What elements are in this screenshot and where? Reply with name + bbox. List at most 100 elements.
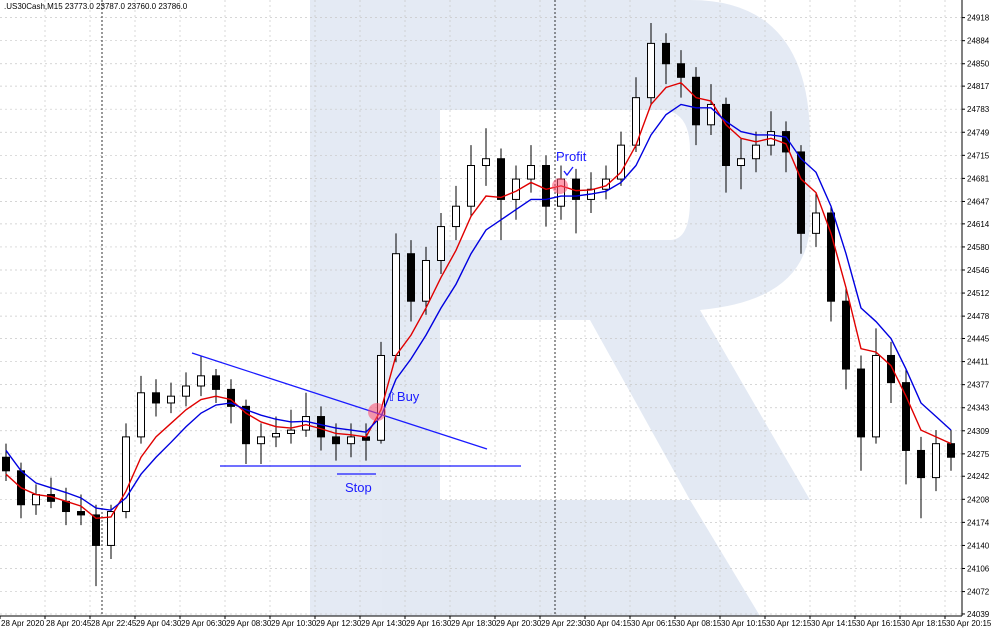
y-tick-label: 24478	[967, 312, 990, 321]
candle-body	[257, 436, 265, 445]
candle-body	[77, 511, 85, 516]
buy-point	[368, 403, 386, 421]
y-tick-label: 24072	[967, 588, 990, 597]
moving-average	[5, 103, 952, 511]
y-tick-label: 24411	[967, 358, 989, 367]
candle-body	[62, 500, 70, 513]
trend-line	[191, 352, 488, 450]
candle-body	[497, 158, 505, 200]
candle-body	[122, 436, 130, 513]
y-tick-label: 24275	[967, 450, 990, 459]
x-tick-label: 30 Apr 12:15	[766, 619, 812, 628]
check-icon	[563, 166, 574, 177]
y-tick-label: 24681	[967, 174, 990, 183]
chart-title: .US30Cash,M15 23773.0 23787.0 23760.0 23…	[4, 2, 188, 11]
candle-body	[242, 405, 250, 445]
candle-body	[857, 368, 865, 438]
candle-body	[317, 416, 325, 438]
y-tick-label: 24039	[967, 610, 990, 619]
candle-body	[662, 42, 670, 65]
candle-body	[377, 354, 385, 441]
watermark-base	[440, 500, 760, 616]
candle-body	[542, 165, 550, 207]
watermark-r	[180, 0, 810, 616]
candle-body	[827, 212, 835, 302]
x-tick-label: 30 Apr 04:15	[586, 619, 632, 628]
x-tick-label: 30 Apr 06:15	[631, 619, 677, 628]
buy-label: ⇧Buy	[386, 389, 420, 404]
candle-body	[602, 178, 610, 190]
y-tick-label: 24580	[967, 243, 990, 252]
candle-body	[437, 226, 445, 261]
candle-body	[482, 158, 490, 167]
candle-body	[347, 436, 355, 445]
candle-body	[812, 212, 820, 234]
profit-point	[552, 178, 568, 194]
y-tick-label: 24208	[967, 495, 990, 504]
x-tick-label: 29 Apr 20:30	[496, 619, 542, 628]
candle-body	[902, 382, 910, 451]
candle-body	[452, 205, 460, 228]
candle-body	[872, 354, 880, 438]
candle-body	[107, 511, 115, 546]
x-tick-label: 30 Apr 16:15	[856, 619, 902, 628]
y-tick-label: 24749	[967, 128, 990, 137]
candle-body	[917, 449, 925, 479]
y-tick-label: 24174	[967, 518, 990, 527]
y-tick-label: 24918	[967, 14, 990, 23]
x-tick-label: 30 Apr 14:15	[811, 619, 857, 628]
candle-body	[272, 432, 280, 438]
y-tick-label: 24715	[967, 151, 990, 160]
x-tick-label: 29 Apr 04:30	[136, 619, 182, 628]
y-tick-label: 24783	[967, 105, 990, 114]
candle-body	[92, 514, 100, 546]
x-tick-label: 29 Apr 16:30	[406, 619, 452, 628]
x-tick-label: 28 Apr 2020	[1, 619, 45, 628]
watermark	[180, 0, 810, 616]
candle-body	[677, 63, 685, 78]
candle-body	[152, 392, 160, 404]
candle-body	[887, 354, 895, 384]
y-tick-label: 24817	[967, 82, 990, 91]
x-tick-label: 29 Apr 08:30	[226, 619, 272, 628]
candles	[2, 23, 955, 587]
y-tick-label: 24850	[967, 60, 990, 69]
y-tick-label: 24343	[967, 404, 990, 413]
candle-body	[332, 436, 340, 445]
candle-body	[212, 375, 220, 390]
candle-body	[182, 385, 190, 397]
x-tick-label: 29 Apr 10:30	[271, 619, 317, 628]
y-tick-label: 24140	[967, 541, 990, 550]
moving-average	[5, 81, 952, 520]
candle-body	[2, 456, 10, 472]
candle-body	[392, 253, 400, 356]
candle-body	[752, 144, 760, 160]
annotations: ⇧Buy Profit Stop	[191, 149, 587, 495]
candle-body	[287, 429, 295, 434]
candle-body	[197, 375, 205, 387]
candle-body	[32, 494, 40, 506]
candle-body	[842, 300, 850, 370]
candle-body	[167, 395, 175, 404]
y-tick-label: 24512	[967, 289, 990, 298]
y-tick-label: 24647	[967, 197, 990, 206]
candle-body	[407, 253, 415, 302]
x-tick-label: 28 Apr 22:45	[91, 619, 137, 628]
y-tick-label: 24445	[967, 335, 990, 344]
x-tick-label: 30 Apr 08:15	[676, 619, 722, 628]
x-tick-label: 28 Apr 20:45	[46, 619, 92, 628]
candle-body	[722, 103, 730, 167]
candle-body	[527, 165, 535, 180]
stop-label: Stop	[345, 480, 372, 495]
candle-body	[797, 151, 805, 234]
y-tick-label: 24614	[967, 220, 990, 229]
y-tick-label: 24242	[967, 472, 990, 481]
candle-body	[707, 103, 715, 126]
x-tick-label: 30 Apr 20:15	[946, 619, 992, 628]
candle-body	[737, 158, 745, 167]
candle-body	[227, 388, 235, 407]
candle-body	[932, 443, 940, 479]
x-tick-label: 30 Apr 10:15	[721, 619, 767, 628]
candle-body	[692, 76, 700, 126]
